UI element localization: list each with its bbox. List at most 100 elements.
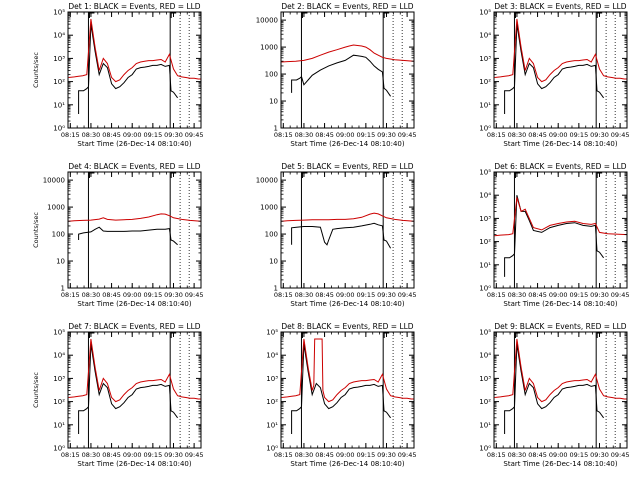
x-axis-label: Start Time (26-Dec-14 08:10:40) — [77, 300, 191, 308]
x-tick-label: 08:45 — [102, 291, 121, 299]
y-axis-label: Counts/sec — [32, 372, 40, 408]
y-tick-label: 10² — [479, 398, 491, 406]
x-tick-label: 09:30 — [377, 451, 396, 459]
x-tick-label: 08:45 — [528, 131, 547, 139]
x-tick-label: 09:30 — [164, 291, 183, 299]
top-bracket-marker — [170, 332, 177, 338]
top-bracket-marker — [88, 332, 95, 338]
y-tick-label: 1000 — [260, 204, 278, 212]
plot-frame — [280, 11, 415, 129]
x-tick-label: 09:00 — [336, 291, 355, 299]
y-tick-label: 10³ — [53, 55, 65, 63]
series-line-lld — [68, 18, 201, 83]
top-bracket-marker — [383, 12, 390, 18]
series-line-events — [78, 24, 179, 114]
x-tick-label: 08:45 — [102, 131, 121, 139]
y-tick-label: 10³ — [479, 55, 491, 63]
y-tick-label: 10⁴ — [479, 352, 491, 360]
x-tick-label: 09:00 — [336, 131, 355, 139]
y-tick-label: 10¹ — [479, 101, 491, 109]
series-line-lld — [494, 197, 627, 237]
x-tick-label: 09:45 — [398, 131, 417, 139]
y-tick-label: 10² — [53, 78, 65, 86]
y-tick-label: 10⁰ — [53, 445, 65, 453]
y-tick-label: 1000 — [47, 204, 65, 212]
series-line-lld — [281, 212, 414, 222]
plot-frame — [67, 11, 202, 129]
y-tick-label: 10 — [269, 258, 278, 266]
x-tick-label: 09:30 — [590, 131, 609, 139]
x-axis-label: Start Time (26-Dec-14 08:10:40) — [290, 460, 404, 468]
x-tick-label: 09:15 — [143, 451, 162, 459]
x-tick-label: 09:45 — [611, 291, 630, 299]
x-tick-label: 09:15 — [569, 451, 588, 459]
x-tick-label: 09:00 — [123, 291, 142, 299]
series-line-events — [78, 226, 178, 246]
series-line-events — [291, 222, 392, 249]
y-tick-label: 10⁰ — [479, 125, 491, 133]
panel-9: Det 9: BLACK = Events, RED = LLD Start Ti… — [479, 322, 629, 468]
y-tick-label: 10² — [479, 238, 491, 246]
x-tick-label: 08:30 — [295, 291, 314, 299]
panel-title: Det 3: BLACK = Events, RED = LLD — [494, 2, 626, 11]
plot-frame — [280, 171, 415, 289]
top-bracket-marker — [596, 332, 603, 338]
x-tick-label: 09:45 — [185, 451, 204, 459]
x-tick-label: 09:00 — [549, 451, 568, 459]
x-tick-label: 09:00 — [123, 131, 142, 139]
x-tick-label: 08:15 — [61, 451, 80, 459]
x-tick-label: 09:15 — [356, 131, 375, 139]
x-tick-label: 08:15 — [274, 131, 293, 139]
y-tick-label: 10¹ — [53, 101, 65, 109]
y-tick-label: 1 — [274, 285, 278, 293]
top-bracket-marker — [596, 172, 603, 178]
top-bracket-marker — [88, 172, 95, 178]
x-tick-label: 09:45 — [611, 131, 630, 139]
x-tick-label: 09:15 — [143, 131, 162, 139]
x-tick-label: 08:45 — [315, 131, 334, 139]
y-tick-label: 100 — [265, 71, 278, 79]
panel-title: Det 6: BLACK = Events, RED = LLD — [494, 162, 626, 171]
x-tick-label: 09:15 — [569, 291, 588, 299]
series-line-lld — [494, 338, 627, 403]
series-line-lld — [494, 18, 627, 83]
panel-7: Det 7: BLACK = Events, RED = LLD Counts/s… — [32, 322, 203, 468]
series-line-events — [291, 344, 392, 434]
x-tick-label: 08:15 — [274, 451, 293, 459]
y-tick-label: 10¹ — [266, 421, 278, 429]
y-tick-label: 1 — [61, 285, 65, 293]
x-tick-label: 08:15 — [487, 451, 506, 459]
top-bracket-marker — [514, 332, 521, 338]
y-tick-label: 10000 — [43, 177, 65, 185]
series-line-events — [504, 344, 605, 434]
series-line-events — [504, 195, 605, 277]
y-tick-label: 10⁵ — [53, 329, 65, 337]
x-tick-label: 08:45 — [528, 291, 547, 299]
series-line-events — [504, 24, 605, 114]
x-tick-label: 08:30 — [295, 451, 314, 459]
x-axis-label: Start Time (26-Dec-14 08:10:40) — [290, 300, 404, 308]
y-tick-label: 10 — [56, 258, 65, 266]
y-tick-label: 100 — [265, 231, 278, 239]
y-axis-label: Counts/sec — [32, 52, 40, 88]
panel-title: Det 4: BLACK = Events, RED = LLD — [68, 162, 200, 171]
y-tick-label: 10⁰ — [479, 445, 491, 453]
panel-title: Det 8: BLACK = Events, RED = LLD — [281, 322, 413, 331]
y-tick-label: 10¹ — [479, 421, 491, 429]
panel-title: Det 7: BLACK = Events, RED = LLD — [68, 322, 200, 331]
x-tick-label: 08:15 — [487, 131, 506, 139]
x-tick-label: 09:30 — [377, 131, 396, 139]
x-tick-label: 09:00 — [549, 131, 568, 139]
plot-frame — [67, 331, 202, 449]
x-tick-label: 09:30 — [377, 291, 396, 299]
x-tick-label: 09:00 — [123, 451, 142, 459]
panel-title: Det 1: BLACK = Events, RED = LLD — [68, 2, 200, 11]
x-tick-label: 08:15 — [61, 131, 80, 139]
y-tick-label: 10² — [479, 78, 491, 86]
x-tick-label: 09:45 — [611, 451, 630, 459]
top-bracket-marker — [596, 12, 603, 18]
top-bracket-marker — [170, 172, 177, 178]
x-tick-label: 09:00 — [336, 451, 355, 459]
x-tick-label: 09:30 — [590, 291, 609, 299]
x-tick-label: 08:45 — [315, 291, 334, 299]
